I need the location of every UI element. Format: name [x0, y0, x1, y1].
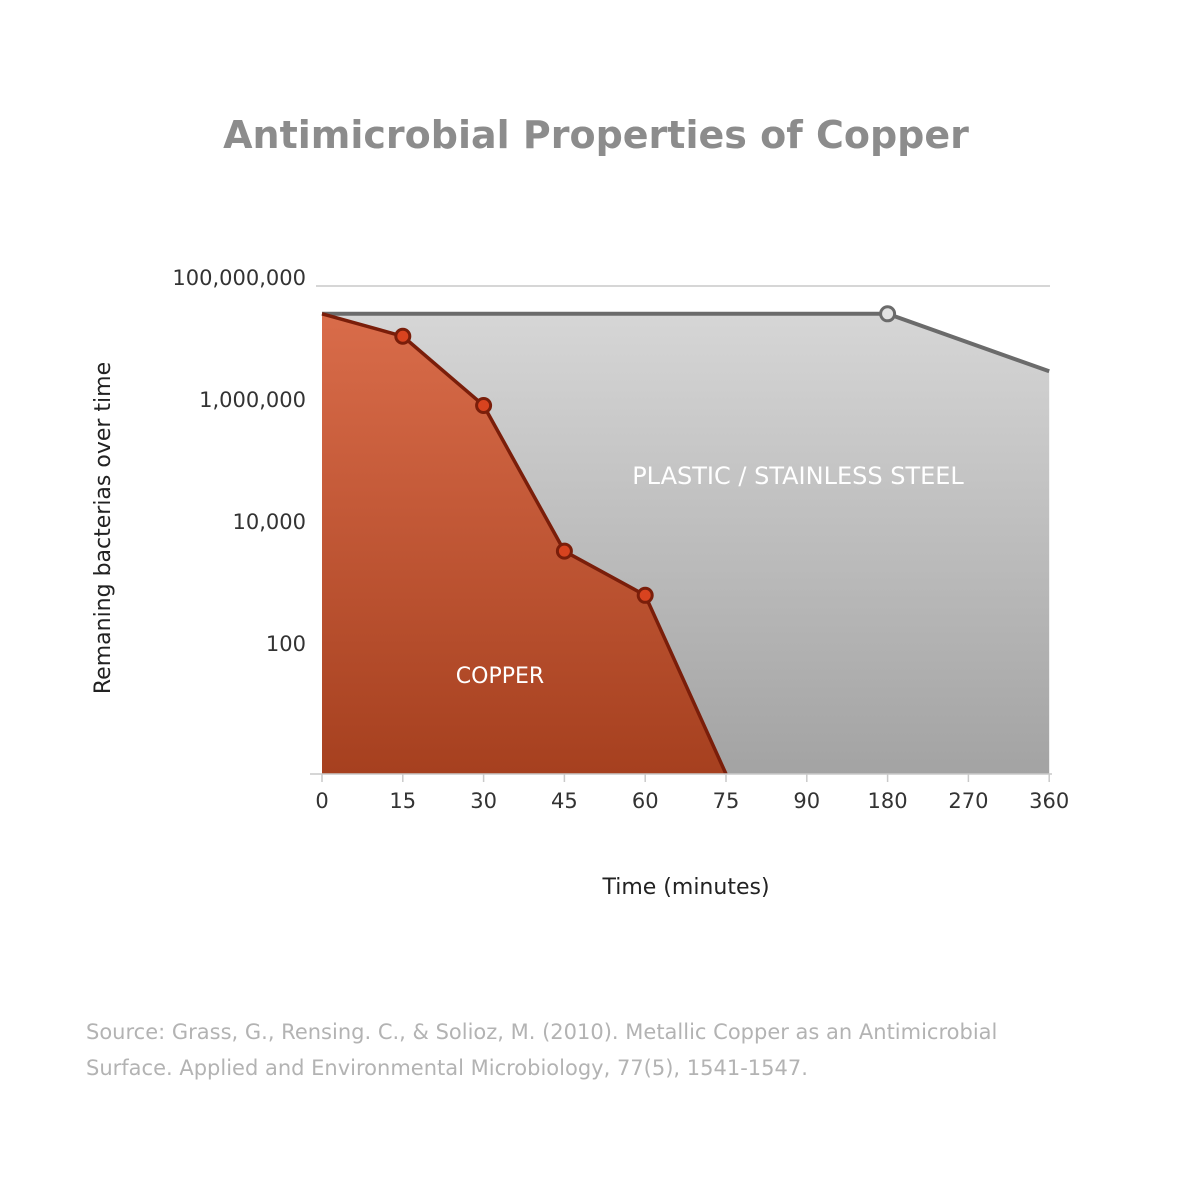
y-tick-label: 100	[266, 632, 306, 656]
x-tick-label: 90	[793, 789, 820, 813]
source-line-1: Source: Grass, G., Rensing. C., & Solioz…	[86, 1020, 997, 1044]
x-tick-label: 15	[389, 789, 416, 813]
plot-areas	[322, 313, 1050, 774]
copper-region-label: COPPER	[456, 664, 544, 689]
copper-point-marker	[555, 542, 573, 560]
plastic-region-label: PLASTIC / STAINLESS STEEL	[632, 462, 964, 490]
x-tick-label: 0	[315, 789, 328, 813]
x-axis-ticks: 0 15 30 45 60 75 90 180 270 360	[315, 774, 1069, 813]
plastic-point-marker	[879, 305, 897, 323]
copper-line	[321, 312, 728, 775]
copper-area	[322, 313, 726, 774]
x-tick-label: 270	[948, 789, 988, 813]
y-axis-label: Remaning bacterias over time	[91, 362, 116, 694]
x-tick-label: 60	[632, 789, 659, 813]
x-tick-label: 45	[551, 789, 578, 813]
source-line-2: Surface. Applied and Environmental Micro…	[86, 1056, 808, 1080]
y-axis-ticks: 100,000,000 1,000,000 10,000 100	[172, 266, 306, 656]
chart-title: Antimicrobial Properties of Copper	[223, 113, 969, 157]
copper-point-marker	[394, 327, 412, 345]
copper-point-marker	[636, 586, 654, 604]
copper-point-marker	[475, 396, 493, 414]
x-tick-label: 360	[1029, 789, 1069, 813]
y-tick-label: 10,000	[233, 510, 306, 534]
y-tick-label: 100,000,000	[172, 266, 306, 290]
series-markers	[394, 305, 897, 604]
x-tick-label: 30	[470, 789, 497, 813]
x-tick-label: 75	[713, 789, 740, 813]
y-tick-label: 1,000,000	[199, 388, 306, 412]
x-axis-label: Time (minutes)	[601, 875, 769, 900]
x-tick-label: 180	[868, 789, 908, 813]
